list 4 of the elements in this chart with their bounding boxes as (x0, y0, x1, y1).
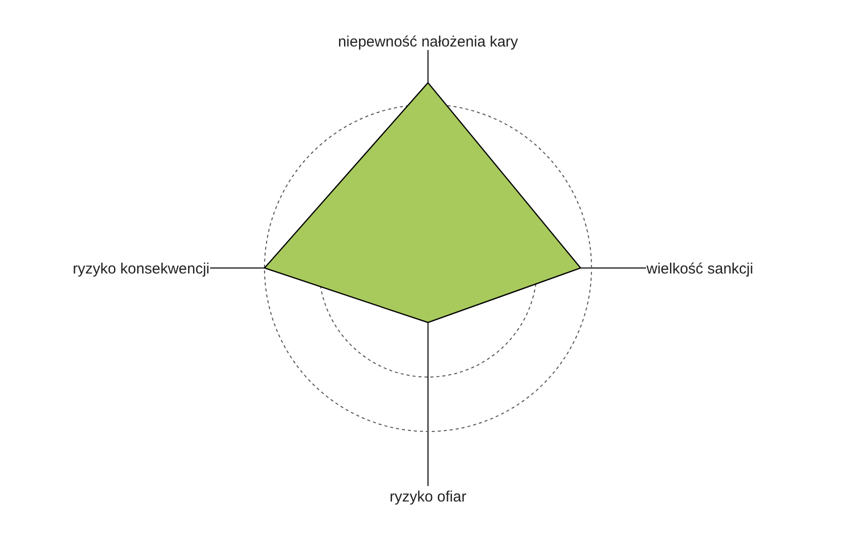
spoke-label: ryzyko ofiar (390, 488, 466, 506)
spoke-label: ryzyko konsekwencji (72, 260, 210, 278)
spoke-label: niepewność nałożenia kary (338, 34, 519, 50)
spoke-label: wielkość sankcji (646, 260, 754, 278)
